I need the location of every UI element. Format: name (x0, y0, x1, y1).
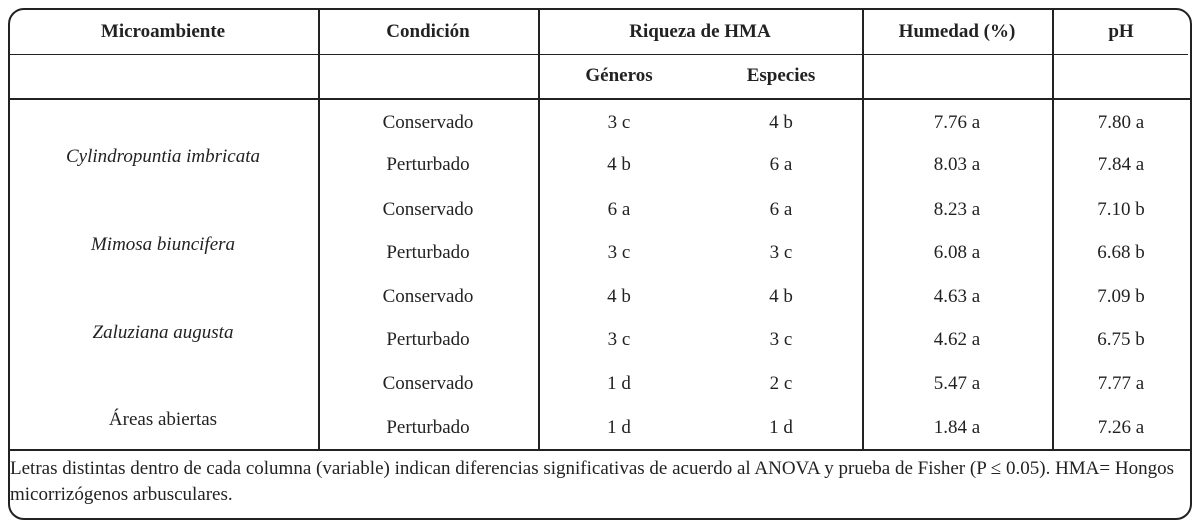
subcolumn-header: Géneros (585, 65, 653, 86)
microambiente: Áreas abiertas (108, 409, 218, 430)
cell: Conservado (382, 373, 474, 394)
cell: 4 b (769, 112, 793, 133)
cell: 3 c (769, 329, 793, 350)
column-header: Condición (386, 21, 470, 42)
rule (1052, 10, 1054, 450)
cell: 1 d (607, 373, 631, 394)
microambiente: Cylindropuntia imbricata (65, 146, 261, 167)
cell: 4.63 a (933, 286, 981, 307)
cell: Perturbado (386, 417, 470, 438)
cell: 6.08 a (933, 242, 981, 263)
cell: 1.84 a (933, 417, 981, 438)
cell: 2 c (769, 373, 793, 394)
microambiente: Zaluziana augusta (92, 322, 234, 343)
cell: 4 b (769, 286, 793, 307)
cell: 8.03 a (933, 154, 981, 175)
cell: Perturbado (386, 242, 470, 263)
cell: 7.76 a (933, 112, 981, 133)
cell: 3 c (607, 112, 631, 133)
cell: 6.75 b (1097, 329, 1145, 350)
cell: 4.62 a (933, 329, 981, 350)
cell: 6.68 b (1097, 242, 1145, 263)
column-header: pH (1108, 21, 1134, 42)
cell: 7.26 a (1097, 417, 1145, 438)
cell: 6 a (607, 199, 631, 220)
microambiente: Mimosa biuncifera (90, 234, 236, 255)
rule (538, 10, 540, 450)
cell: 1 d (607, 417, 631, 438)
cell: 6 a (769, 199, 793, 220)
cell: Perturbado (386, 154, 470, 175)
cell: 7.77 a (1097, 373, 1145, 394)
cell: 7.09 b (1097, 286, 1145, 307)
table-frame (8, 8, 1192, 520)
rule (862, 10, 864, 450)
column-header: Microambiente (100, 21, 226, 42)
cell: 7.80 a (1097, 112, 1145, 133)
rule (10, 449, 1190, 451)
cell: 4 b (607, 286, 631, 307)
footnote: Letras distintas dentro de cada columna … (10, 458, 1174, 505)
cell: Conservado (382, 199, 474, 220)
cell: 5.47 a (933, 373, 981, 394)
cell: Conservado (382, 286, 474, 307)
cell: 4 b (607, 154, 631, 175)
cell: 6 a (769, 154, 793, 175)
rule (318, 10, 320, 450)
rule (10, 98, 1190, 100)
cell: 3 c (607, 242, 631, 263)
cell: 7.84 a (1097, 154, 1145, 175)
subcolumn-header: Especies (746, 65, 816, 86)
column-header: Humedad (%) (898, 21, 1016, 42)
cell: 8.23 a (933, 199, 981, 220)
cell: 7.10 b (1097, 199, 1145, 220)
column-header: Riqueza de HMA (629, 21, 771, 42)
rule (10, 54, 1188, 55)
cell: Conservado (382, 112, 474, 133)
cell: Perturbado (386, 329, 470, 350)
cell: 1 d (769, 417, 793, 438)
cell: 3 c (607, 329, 631, 350)
cell: 3 c (769, 242, 793, 263)
